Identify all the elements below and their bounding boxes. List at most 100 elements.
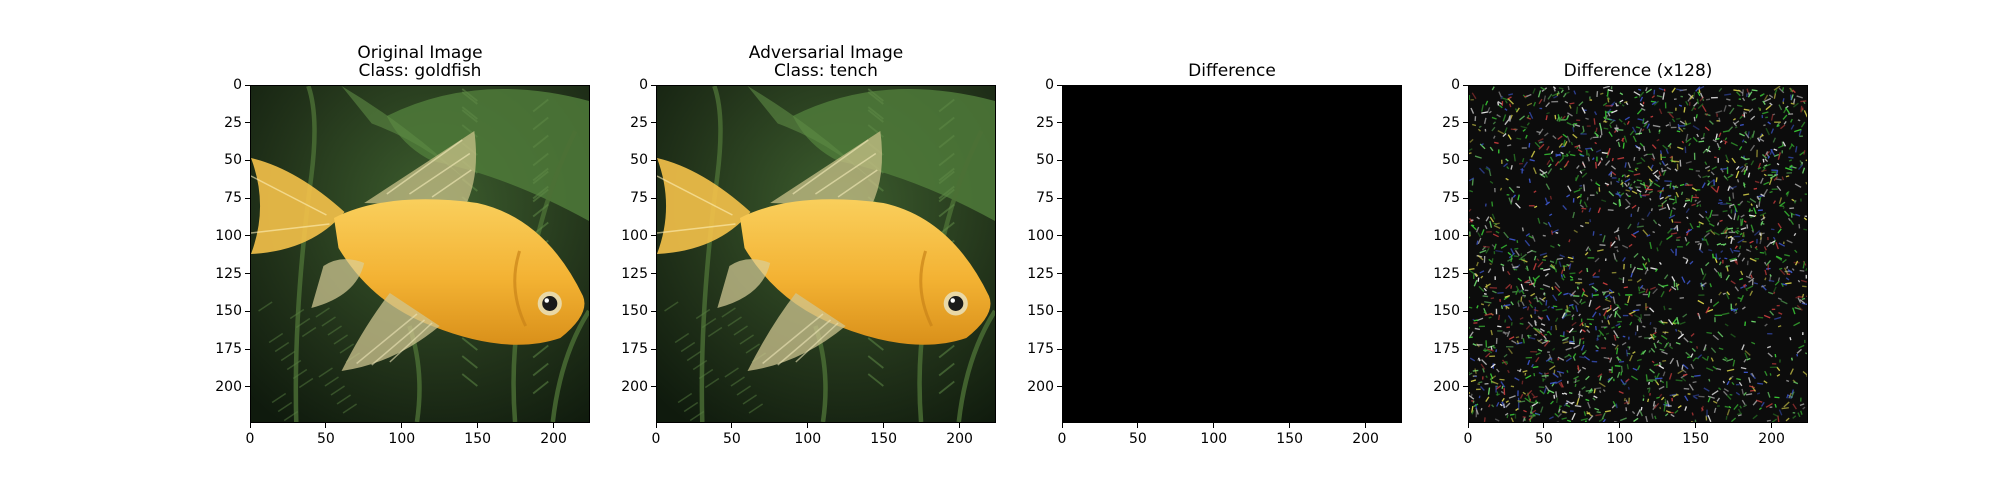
image-axes bbox=[656, 85, 996, 423]
x-tick-label: 0 bbox=[1463, 431, 1473, 447]
x-tick-mark bbox=[477, 423, 479, 428]
y-tick-label: 0 bbox=[233, 77, 242, 93]
x-tick-label: 200 bbox=[1758, 431, 1785, 447]
x-tick-label: 50 bbox=[316, 431, 335, 447]
y-tick-mark bbox=[651, 159, 656, 161]
y-tick-mark bbox=[245, 84, 250, 86]
image-canvas bbox=[1063, 86, 1401, 422]
x-tick-mark bbox=[401, 423, 403, 428]
y-tick-label: 0 bbox=[639, 77, 648, 93]
pectoral-fin bbox=[311, 259, 365, 308]
x-tick-label: 150 bbox=[1682, 431, 1710, 447]
x-tick-label: 100 bbox=[1606, 431, 1634, 447]
y-tick-mark bbox=[1057, 235, 1062, 237]
panel-title-line-1: Original Image bbox=[357, 43, 483, 63]
y-tick-label: 175 bbox=[1027, 341, 1054, 358]
x-tick-mark bbox=[1289, 423, 1291, 428]
y-tick-mark bbox=[651, 84, 656, 86]
y-tick-label: 200 bbox=[621, 378, 648, 395]
y-tick-label: 150 bbox=[1433, 303, 1460, 320]
x-tick-mark bbox=[1467, 423, 1469, 428]
y-tick-label: 100 bbox=[621, 227, 648, 244]
y-tick-mark bbox=[245, 386, 250, 388]
y-tick-mark bbox=[1463, 159, 1468, 161]
y-tick-label: 100 bbox=[1027, 227, 1054, 244]
y-tick-mark bbox=[651, 386, 656, 388]
y-tick-mark bbox=[1463, 273, 1468, 275]
y-tick-mark bbox=[245, 122, 250, 124]
x-tick-mark bbox=[883, 423, 885, 428]
x-tick-mark bbox=[959, 423, 961, 428]
image-canvas bbox=[657, 86, 995, 422]
x-tick-label: 100 bbox=[388, 431, 416, 447]
y-tick-mark bbox=[1463, 310, 1468, 312]
y-tick-label: 100 bbox=[215, 227, 242, 244]
x-tick-mark bbox=[249, 423, 251, 428]
panel-title-line-2: Class: tench bbox=[774, 61, 878, 81]
y-tick-label: 75 bbox=[1442, 190, 1460, 207]
x-tick-label: 50 bbox=[1128, 431, 1147, 447]
y-tick-mark bbox=[1463, 348, 1468, 350]
y-tick-label: 200 bbox=[215, 378, 242, 395]
black-fill bbox=[1063, 86, 1401, 422]
y-tick-label: 150 bbox=[621, 303, 648, 320]
y-tick-mark bbox=[651, 197, 656, 199]
image-canvas bbox=[251, 86, 589, 422]
x-tick-mark bbox=[1137, 423, 1139, 428]
x-tick-mark bbox=[1365, 423, 1367, 428]
y-tick-mark bbox=[245, 310, 250, 312]
y-tick-label: 25 bbox=[224, 114, 242, 131]
y-tick-mark bbox=[1057, 159, 1062, 161]
y-tick-mark bbox=[245, 159, 250, 161]
y-tick-mark bbox=[1057, 84, 1062, 86]
y-tick-mark bbox=[1463, 122, 1468, 124]
y-tick-label: 150 bbox=[215, 303, 242, 320]
x-tick-mark bbox=[1543, 423, 1545, 428]
x-tick-label: 150 bbox=[870, 431, 898, 447]
ventral-fin bbox=[747, 293, 846, 371]
panel-original: Original Image Class: goldfish 0 50 100 150… bbox=[210, 0, 610, 500]
y-tick-label: 25 bbox=[1442, 114, 1460, 131]
x-tick-mark bbox=[553, 423, 555, 428]
y-tick-mark bbox=[651, 310, 656, 312]
y-tick-mark bbox=[245, 197, 250, 199]
y-tick-label: 125 bbox=[1027, 265, 1054, 282]
y-tick-label: 175 bbox=[621, 341, 648, 358]
y-tick-mark bbox=[1057, 386, 1062, 388]
x-tick-mark bbox=[655, 423, 657, 428]
x-tick-label: 0 bbox=[245, 431, 255, 447]
y-tick-label: 25 bbox=[1036, 114, 1054, 131]
noise-speckles bbox=[1469, 86, 1807, 422]
x-tick-mark bbox=[1695, 423, 1697, 428]
y-tick-label: 150 bbox=[1027, 303, 1054, 320]
panel-title-line-1: Adversarial Image bbox=[748, 43, 904, 63]
x-tick-label: 50 bbox=[1534, 431, 1553, 447]
x-tick-mark bbox=[731, 423, 733, 428]
y-tick-label: 0 bbox=[1045, 77, 1054, 93]
image-canvas bbox=[1469, 86, 1807, 422]
pectoral-fin bbox=[717, 259, 771, 308]
x-tick-label: 200 bbox=[946, 431, 973, 447]
y-tick-label: 50 bbox=[1036, 152, 1054, 169]
y-tick-label: 0 bbox=[1451, 77, 1460, 93]
y-tick-label: 75 bbox=[1036, 190, 1054, 207]
x-tick-label: 50 bbox=[722, 431, 741, 447]
y-tick-label: 50 bbox=[1442, 152, 1460, 169]
x-tick-label: 150 bbox=[1276, 431, 1304, 447]
image-axes bbox=[1062, 85, 1402, 423]
y-tick-mark bbox=[1463, 386, 1468, 388]
y-tick-label: 200 bbox=[1027, 378, 1054, 395]
x-tick-mark bbox=[1619, 423, 1621, 428]
y-tick-mark bbox=[1057, 348, 1062, 350]
y-tick-mark bbox=[1057, 310, 1062, 312]
y-tick-mark bbox=[651, 235, 656, 237]
y-tick-mark bbox=[245, 273, 250, 275]
y-tick-mark bbox=[1463, 197, 1468, 199]
ventral-fin bbox=[341, 293, 440, 371]
y-tick-label: 75 bbox=[630, 190, 648, 207]
y-tick-mark bbox=[1057, 197, 1062, 199]
y-tick-mark bbox=[651, 273, 656, 275]
y-tick-label: 125 bbox=[1433, 265, 1460, 282]
y-tick-mark bbox=[651, 348, 656, 350]
x-tick-mark bbox=[325, 423, 327, 428]
